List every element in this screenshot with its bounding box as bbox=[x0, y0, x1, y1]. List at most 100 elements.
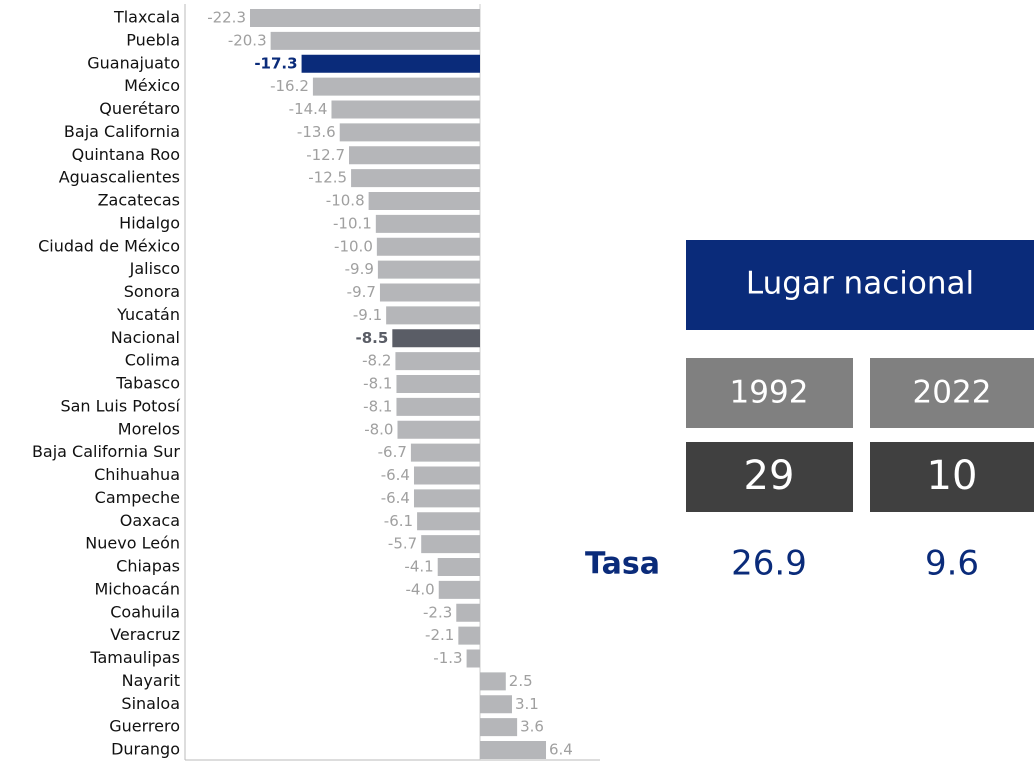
category-label: Campeche bbox=[95, 488, 180, 507]
rank: 29 bbox=[744, 453, 795, 499]
category-label: Sinaloa bbox=[121, 694, 180, 713]
value-label: -10.8 bbox=[326, 192, 365, 210]
value-label: 2.5 bbox=[509, 672, 533, 690]
bar bbox=[458, 626, 480, 645]
value-label: -6.4 bbox=[381, 466, 410, 484]
value-label: 6.4 bbox=[549, 741, 573, 759]
category-label: Querétaro bbox=[99, 99, 180, 118]
value-label: -17.3 bbox=[254, 54, 297, 72]
bar bbox=[480, 718, 518, 737]
bar bbox=[410, 443, 480, 462]
year-box bbox=[686, 358, 853, 428]
bar bbox=[417, 512, 480, 531]
value-label: -5.7 bbox=[388, 535, 417, 553]
bar bbox=[270, 31, 480, 50]
value-label: -8.0 bbox=[364, 420, 393, 438]
value-label: -8.1 bbox=[363, 375, 392, 393]
bar bbox=[331, 100, 480, 119]
value-label: -4.1 bbox=[404, 558, 433, 576]
value-label: -12.7 bbox=[306, 146, 345, 164]
category-label: Quintana Roo bbox=[72, 145, 180, 164]
panel-title: Lugar nacional bbox=[746, 266, 974, 302]
bar bbox=[375, 214, 480, 233]
year: 2022 bbox=[913, 375, 992, 411]
category-label: Nacional bbox=[111, 328, 180, 347]
category-label: Ciudad de México bbox=[38, 236, 180, 255]
bar bbox=[379, 283, 480, 302]
value-label: -12.5 bbox=[308, 169, 347, 187]
bar bbox=[351, 169, 480, 188]
category-label: Michoacán bbox=[94, 579, 180, 598]
rank: 10 bbox=[927, 453, 978, 499]
category-label: Colima bbox=[125, 351, 180, 370]
bar bbox=[377, 260, 480, 279]
category-label: Aguascalientes bbox=[59, 168, 180, 187]
value-label: -6.7 bbox=[378, 443, 407, 461]
category-label: San Luis Potosí bbox=[60, 396, 180, 415]
category-label: Morelos bbox=[118, 419, 180, 438]
value-label: -10.0 bbox=[334, 237, 373, 255]
bar bbox=[396, 375, 480, 393]
value-label: -6.4 bbox=[381, 489, 410, 507]
value-label: -20.3 bbox=[228, 31, 267, 49]
bar bbox=[349, 146, 480, 165]
year: 1992 bbox=[730, 375, 809, 411]
bar bbox=[301, 54, 480, 73]
bar bbox=[480, 741, 547, 759]
bar bbox=[413, 489, 480, 508]
category-label: Tamaulipas bbox=[89, 648, 180, 667]
value-label: -10.1 bbox=[333, 214, 372, 232]
category-label: Yucatán bbox=[116, 305, 180, 324]
title-box bbox=[686, 240, 1034, 330]
value-label: -9.9 bbox=[345, 260, 374, 278]
bar bbox=[376, 237, 480, 256]
value-label: -2.1 bbox=[425, 626, 454, 644]
category-label: Baja California bbox=[64, 122, 180, 141]
category-label: Guerrero bbox=[109, 717, 180, 736]
bar bbox=[480, 695, 512, 714]
bar bbox=[456, 603, 480, 622]
bar bbox=[413, 466, 480, 485]
value-label: -13.6 bbox=[297, 123, 336, 141]
category-label: México bbox=[124, 76, 180, 95]
rank-box bbox=[870, 442, 1034, 512]
category-label: Sonora bbox=[124, 282, 180, 301]
bar bbox=[339, 123, 480, 142]
bar bbox=[392, 329, 480, 348]
category-label: Tabasco bbox=[115, 374, 180, 393]
value-label: -2.3 bbox=[423, 603, 452, 621]
category-label: Nuevo León bbox=[85, 534, 180, 553]
value-label: 3.6 bbox=[520, 718, 544, 736]
bar bbox=[421, 535, 480, 554]
rate-label: Tasa bbox=[585, 547, 660, 582]
value-label: 3.1 bbox=[515, 695, 539, 713]
category-label: Guanajuato bbox=[87, 53, 180, 72]
category-label: Coahuila bbox=[110, 602, 180, 621]
value-label: -8.2 bbox=[362, 352, 391, 370]
rate: 26.9 bbox=[731, 544, 807, 584]
rank-box bbox=[686, 442, 853, 512]
value-label: -1.3 bbox=[433, 649, 462, 667]
category-label: Veracruz bbox=[110, 625, 180, 644]
value-label: -8.1 bbox=[363, 397, 392, 415]
value-label: -8.5 bbox=[356, 329, 389, 347]
bar bbox=[397, 420, 480, 439]
category-label: Durango bbox=[111, 740, 180, 759]
bar bbox=[480, 672, 506, 691]
value-label: -14.4 bbox=[289, 100, 328, 118]
bar bbox=[466, 649, 480, 668]
category-label: Chihuahua bbox=[94, 465, 180, 484]
category-label: Baja California Sur bbox=[32, 442, 180, 461]
bar bbox=[250, 9, 480, 27]
bar bbox=[312, 77, 480, 96]
bar bbox=[438, 580, 480, 599]
category-label: Jalisco bbox=[129, 259, 180, 278]
category-label: Nayarit bbox=[122, 671, 180, 690]
category-label: Hidalgo bbox=[119, 213, 180, 232]
value-label: -9.1 bbox=[353, 306, 382, 324]
category-label: Tlaxcala bbox=[113, 8, 180, 27]
bar bbox=[395, 352, 480, 371]
value-label: -16.2 bbox=[270, 77, 309, 95]
value-label: -6.1 bbox=[384, 512, 413, 530]
